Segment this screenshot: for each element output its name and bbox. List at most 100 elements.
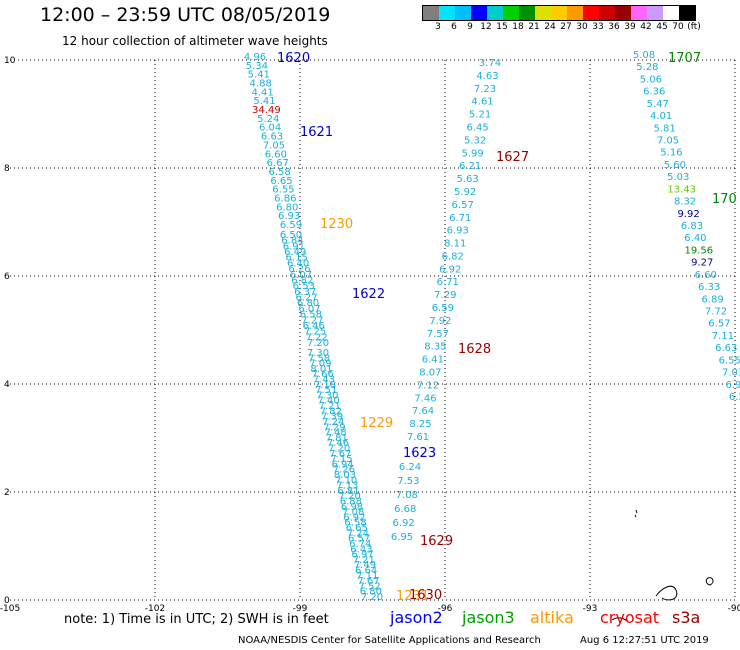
wave-height-value: 7.09 xyxy=(309,359,331,370)
wave-height-value: 6.63 xyxy=(715,343,737,354)
map-subtitle: 12 hour collection of altimeter wave hei… xyxy=(62,34,328,48)
satellite-name-s3a: s3a xyxy=(672,608,701,627)
wave-height-value: 6.43 xyxy=(350,544,372,555)
legend-label: 3 xyxy=(435,22,441,32)
wave-height-value: 7.26 xyxy=(333,465,355,476)
legend-swatch xyxy=(583,6,599,20)
wave-height-value: 4.61 xyxy=(471,97,493,108)
wave-height-value: 3.74 xyxy=(479,58,501,69)
wave-height-value: 6.57 xyxy=(348,534,370,545)
wave-height-value: 6.27 xyxy=(729,392,740,403)
wave-height-value: 6.89 xyxy=(701,294,723,305)
wave-height-value: 5.81 xyxy=(653,123,675,134)
legend-swatch xyxy=(503,6,519,20)
wave-height-value: 4.63 xyxy=(476,71,498,82)
wave-height-value: 7.72 xyxy=(705,307,727,318)
wave-height-value: 6.60 xyxy=(265,149,287,160)
wave-height-value: 5.99 xyxy=(461,148,483,159)
wave-height-value: 6.91 xyxy=(283,241,305,252)
wave-height-value: 7.03 xyxy=(722,368,740,379)
wave-height-value: 6.80 xyxy=(276,202,298,213)
wave-height-value: 6.04 xyxy=(259,123,281,134)
wave-height-value: 7.30 xyxy=(316,390,338,401)
legend-label: (ft) xyxy=(687,22,701,32)
wave-height-value: 5.08 xyxy=(633,50,655,61)
wave-height-value: 7.82 xyxy=(320,406,342,417)
track-time-label: 1230 xyxy=(320,217,353,232)
wave-height-value: 9.27 xyxy=(691,258,713,269)
legend-swatch xyxy=(551,6,567,20)
wave-height-value: 6.07 xyxy=(290,270,312,281)
y-tick-label: 6 xyxy=(4,272,10,282)
track-time-label: 1628 xyxy=(458,342,491,357)
wave-height-value: 7.61 xyxy=(407,432,429,443)
wave-height-value: 5.41 xyxy=(248,70,270,81)
wave-height-value: 7.05 xyxy=(263,140,285,151)
x-tick-label: -96 xyxy=(438,604,453,614)
wave-height-value: 6.36 xyxy=(643,87,665,98)
wave-height-value: 6.80 xyxy=(360,587,382,598)
y-tick-label: 8 xyxy=(4,164,10,174)
wave-height-value: 6.80 xyxy=(297,298,319,309)
wave-height-value: 5.47 xyxy=(647,99,669,110)
wave-height-value: 9.92 xyxy=(677,209,699,220)
wave-height-value: 7.20 xyxy=(307,338,329,349)
axis-labels: -105 -102 -99 -96 -93 -90 0 2 4 6 8 10 xyxy=(0,56,740,614)
wave-height-value: 7.23 xyxy=(474,84,496,95)
wave-height-value: 7.10 xyxy=(335,475,357,486)
wave-height-value: 6.53 xyxy=(293,281,315,292)
wave-height-value: 6.95 xyxy=(391,532,413,543)
wave-height-value: 5.41 xyxy=(253,96,275,107)
x-tick-label: -90 xyxy=(728,604,740,614)
legend-label: 42 xyxy=(640,22,652,32)
wave-height-value: 6.45 xyxy=(466,122,488,133)
y-tick-label: 2 xyxy=(4,488,10,498)
satellite-name-cryosat: cryosat xyxy=(600,608,660,627)
wave-height-value: 7.20 xyxy=(339,491,361,502)
wave-height-value: 7.30 xyxy=(307,348,329,359)
wave-height-value: 7.29 xyxy=(323,422,345,433)
wave-height-value: 7.21 xyxy=(319,401,341,412)
legend-swatch xyxy=(679,6,695,20)
wave-height-value: 6.67 xyxy=(267,158,289,169)
wave-height-value: 7.58 xyxy=(308,353,330,364)
wave-height-value: 8.25 xyxy=(409,419,431,430)
satellite-name-altika: altika xyxy=(530,608,574,627)
wave-height-value: 7.22 xyxy=(305,332,327,343)
wave-height-value: 6.74 xyxy=(349,539,371,550)
track-time-label: 1627 xyxy=(496,150,529,165)
legend-swatch xyxy=(519,6,535,20)
wave-height-value: 7.67 xyxy=(329,449,351,460)
wave-height-value: 5.34 xyxy=(246,61,268,72)
wave-height-value: 6.82 xyxy=(442,251,464,262)
wave-height-value: 7.24 xyxy=(322,417,344,428)
wave-height-value: 6.93 xyxy=(447,226,469,237)
wave-height-value: 6.57 xyxy=(452,200,474,211)
legend-label: 39 xyxy=(624,22,636,32)
wave-height-value: 7.81 xyxy=(326,433,348,444)
wave-height-value: 6.55 xyxy=(719,355,740,366)
legend-swatch xyxy=(615,6,631,20)
wave-height-value: 7.11 xyxy=(712,331,734,342)
legend-label: 12 xyxy=(480,22,492,32)
legend-label: 24 xyxy=(544,22,556,32)
wave-height-value: 7.08 xyxy=(342,507,364,518)
legend-label: 70 xyxy=(672,22,684,32)
wave-height-value: 6.64 xyxy=(355,565,377,576)
wave-height-value: 19.56 xyxy=(685,245,714,256)
legend-swatch xyxy=(647,6,663,20)
wave-height-value: 7.64 xyxy=(412,406,434,417)
wave-height-value: 7.18 xyxy=(314,380,336,391)
wave-height-value: 8.32 xyxy=(674,197,696,208)
legend-label: 21 xyxy=(528,22,540,32)
legend-label: 6 xyxy=(451,22,457,32)
wave-height-value: 7.49 xyxy=(354,560,376,571)
wave-height-value: 6.59 xyxy=(280,220,302,231)
wave-height-value: 6.41 xyxy=(422,355,444,366)
wave-height-value: 4.01 xyxy=(650,111,672,122)
note-text: note: 1) Time is in UTC; 2) SWH is in fe… xyxy=(64,612,329,627)
wave-height-value: 6.58 xyxy=(268,167,290,178)
wave-height-value: 6.88 xyxy=(340,497,362,508)
wave-height-value: 8.01 xyxy=(310,364,332,375)
wave-height-value: 7.53 xyxy=(397,476,419,487)
